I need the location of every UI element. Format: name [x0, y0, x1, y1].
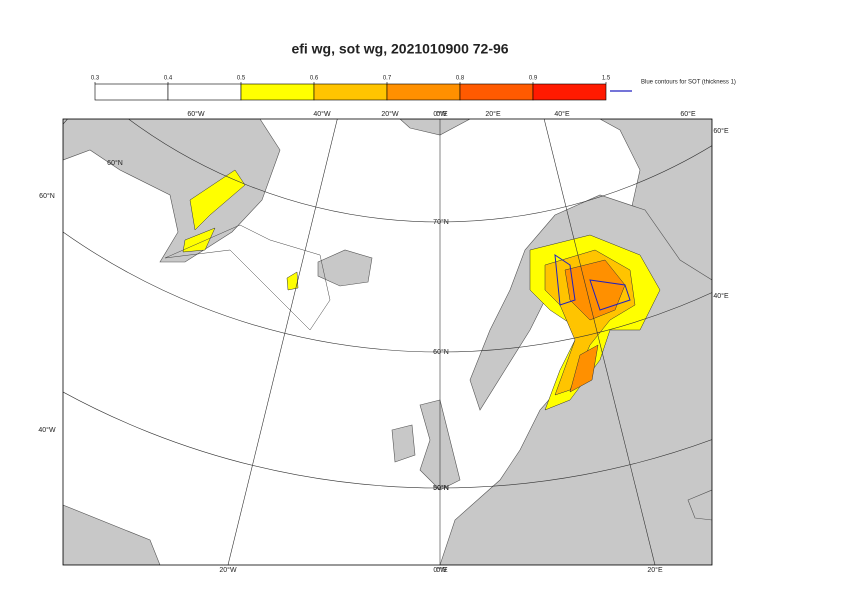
colorbar-tick-label: 0.8	[456, 76, 465, 82]
graticule-label: 20°E	[647, 566, 663, 574]
colorbar: 0.3 0.4 0.5 0.6 0.7 0.8 0.9 1.5	[91, 76, 611, 101]
colorbar-swatch	[532, 83, 607, 101]
legend-text: Blue contours for SOT (thickness 1)	[641, 80, 736, 86]
graticule	[63, 119, 712, 565]
graticule-label: 40°W	[38, 426, 56, 434]
graticule-label: 0°W	[433, 110, 447, 118]
colorbar-tick-label: 1.5	[602, 76, 611, 82]
graticule-label: 50°N	[433, 484, 449, 492]
graticule-label: 60°E	[680, 110, 696, 118]
graticule-label: 60°N	[107, 159, 123, 167]
colorbar-swatch	[313, 83, 388, 101]
graticule-label: 50°N	[433, 484, 449, 492]
graticule-label: 20°W	[381, 110, 399, 118]
colorbar-tick-label: 0.6	[310, 76, 319, 82]
colorbar-swatch	[94, 83, 169, 101]
colorbar-tick-label: 0.7	[383, 76, 392, 82]
graticule-label: 20°W	[219, 566, 237, 574]
title: efi wg, sot wg, 2021010900 72-96	[291, 41, 508, 57]
graticule-label: 60°W	[187, 110, 205, 118]
graticule-label: 0°E	[436, 566, 448, 574]
map-frame	[62, 118, 713, 566]
colorbar-tick-label: 0.4	[164, 76, 173, 82]
graticule-label: 40°W	[313, 110, 331, 118]
graticule-label: 60°N	[39, 192, 55, 200]
graticule-label: 0°E	[436, 110, 448, 118]
colorbar-tick-label: 0.9	[529, 76, 538, 82]
graticule-label: 70°N	[433, 218, 449, 226]
colorbar-tick-label: 0.3	[91, 76, 100, 82]
graticule-label: 0°W	[433, 566, 447, 574]
map-labels: 60°W 40°W 20°W 0°W0°E 20°E 40°E 60°E60°N40°W60…	[38, 110, 729, 574]
colorbar-swatch	[459, 83, 534, 101]
colorbar-swatch	[167, 83, 242, 101]
graticule-label: 20°E	[485, 110, 501, 118]
colorbar-swatch	[386, 83, 461, 101]
graticule-label: 40°E	[554, 110, 570, 118]
graticule-label: 60°N	[433, 348, 449, 356]
graticule-label: 60°E	[713, 127, 729, 135]
graticule-label: 40°E	[713, 292, 729, 300]
map	[63, 119, 712, 565]
colorbar-swatch	[240, 83, 315, 101]
colorbar-tick-label: 0.5	[237, 76, 246, 82]
